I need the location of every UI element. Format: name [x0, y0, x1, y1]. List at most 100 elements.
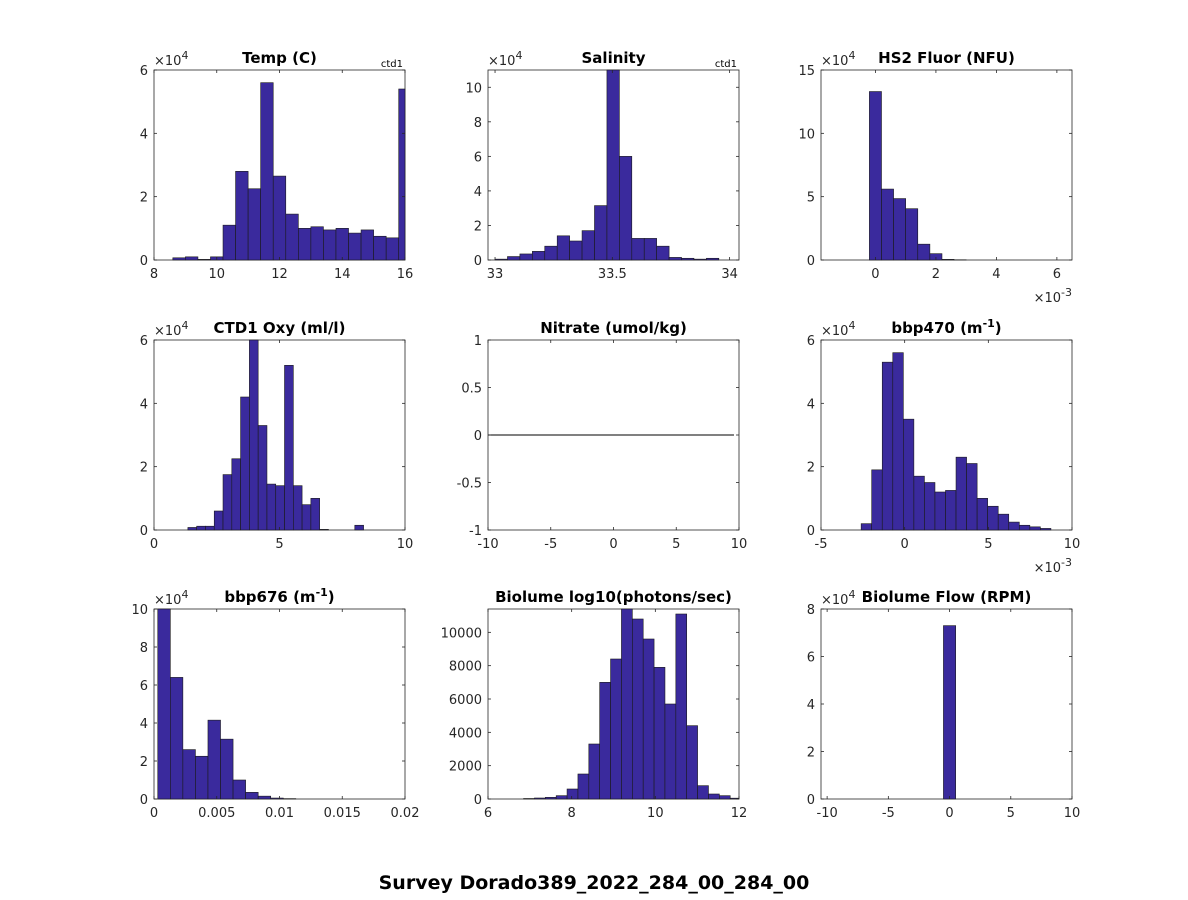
x-tick-label: 33.5 [598, 267, 627, 282]
y-tick-label: 10 [131, 603, 148, 618]
histogram-bar [708, 793, 720, 800]
x-tick-label: 0.01 [265, 806, 294, 821]
histogram-bar [222, 224, 236, 261]
x-tick-label: 0 [609, 537, 617, 552]
histogram-bar [871, 469, 883, 531]
histogram-bar [893, 198, 906, 261]
histogram-bar [621, 608, 633, 800]
histogram-bar [298, 228, 312, 261]
histogram-bar [523, 798, 535, 800]
histogram-bar [232, 779, 246, 800]
histogram-bar [686, 725, 698, 800]
histogram-bar [569, 240, 583, 261]
y-tick-label: 8 [474, 116, 482, 131]
histogram-bar [172, 257, 186, 261]
histogram-bar [631, 238, 645, 261]
y-tick-label: 0 [807, 793, 815, 808]
y-tick-label: 0 [140, 524, 148, 539]
y-exponent-label: ×104 [154, 588, 188, 608]
x-tick-label: -5 [882, 806, 895, 821]
x-tick-label: 10 [1064, 537, 1081, 552]
x-tick-label: 5 [984, 537, 992, 552]
y-tick-label: 6 [807, 334, 815, 349]
histogram-bar [581, 230, 595, 261]
histogram-bar [301, 504, 312, 531]
histogram-bar [385, 237, 400, 261]
histogram-bar [619, 156, 633, 261]
subplot-title: Nitrate (umol/kg) [540, 319, 687, 337]
histogram-bar [398, 88, 406, 261]
y-exponent-label: ×104 [821, 319, 855, 339]
y-tick-label: 4 [140, 397, 148, 412]
histogram-bar [1008, 521, 1020, 531]
histogram-bar [207, 719, 221, 800]
subplot-title: Biolume Flow (RPM) [862, 588, 1032, 606]
histogram-bar [310, 226, 324, 261]
histogram-bar [247, 188, 261, 261]
histogram-bar [917, 243, 931, 261]
histogram-bar [945, 490, 957, 531]
x-tick-label: -10 [477, 537, 498, 552]
y-exponent-label: ×104 [488, 49, 522, 69]
x-tick-label: 2 [932, 267, 940, 282]
histogram-bar [555, 795, 568, 800]
histogram-bar [599, 682, 611, 800]
x-tick-label: 16 [397, 267, 414, 282]
histogram-bar [507, 256, 521, 261]
y-tick-label: 4 [474, 185, 482, 200]
histogram-bar [697, 785, 709, 800]
y-tick-label: 4 [807, 698, 815, 713]
x-tick-label: 0 [871, 267, 879, 282]
y-tick-label: 10 [465, 81, 482, 96]
histogram-bar [231, 458, 241, 531]
histogram-bar [235, 171, 249, 261]
x-tick-label: 12 [271, 267, 288, 282]
y-tick-label: 8000 [449, 660, 482, 675]
y-tick-label: 4 [140, 127, 148, 142]
histogram-bar [976, 498, 988, 531]
histogram-bar [260, 82, 274, 261]
histogram-bar [892, 352, 904, 531]
subplot-5: -10 -5 0 5 10 -1 -0.5 0 0.5 1 Nitrate (umol/kg) [457, 319, 748, 552]
subplot-8: 6 8 10 12 0 2000 4000 6000 8000 10000 Biolume log1… [441, 588, 748, 821]
y-tick-label: 0 [474, 254, 482, 269]
histogram-bar [556, 235, 570, 261]
histogram-bar [534, 797, 546, 800]
histogram-bar [656, 245, 670, 261]
subplot-title: bbp470 (m-1) [891, 317, 1001, 337]
x-tick-label: 0 [901, 537, 909, 552]
y-tick-label: 10000 [441, 626, 482, 641]
y-tick-label: 2 [807, 746, 815, 761]
histogram-bar [197, 259, 211, 261]
x-tick-label: 14 [334, 267, 351, 282]
histogram-bar [196, 525, 206, 531]
y-exponent-label: ×104 [154, 49, 188, 69]
x-tick-label: -5 [544, 537, 557, 552]
histogram-bar [257, 795, 272, 800]
histogram-bar [284, 365, 294, 531]
histogram-bar [955, 456, 967, 531]
histogram-bar [182, 749, 196, 800]
y-tick-label: 4 [140, 717, 148, 732]
y-tick-label: 6 [140, 64, 148, 79]
histogram-bar [220, 738, 234, 800]
histogram-bar [1029, 526, 1041, 531]
y-tick-label: 8 [140, 641, 148, 656]
histogram-bar [532, 251, 546, 261]
y-tick-label: 0 [474, 793, 482, 808]
histogram-bar [881, 188, 894, 261]
histogram-bar [610, 658, 622, 800]
histogram-bar [494, 258, 508, 261]
histogram-bar [675, 613, 688, 800]
y-tick-label: 6000 [449, 693, 482, 708]
histogram-bar [606, 69, 620, 261]
histogram-bar [519, 253, 533, 261]
histogram-bar [664, 703, 677, 800]
y-tick-label: 1 [474, 334, 482, 349]
x-tick-label: 33 [487, 267, 504, 282]
histogram-bar [577, 773, 590, 800]
y-tick-label: 8 [807, 603, 815, 618]
subplot-note: ctd1 [715, 59, 737, 70]
